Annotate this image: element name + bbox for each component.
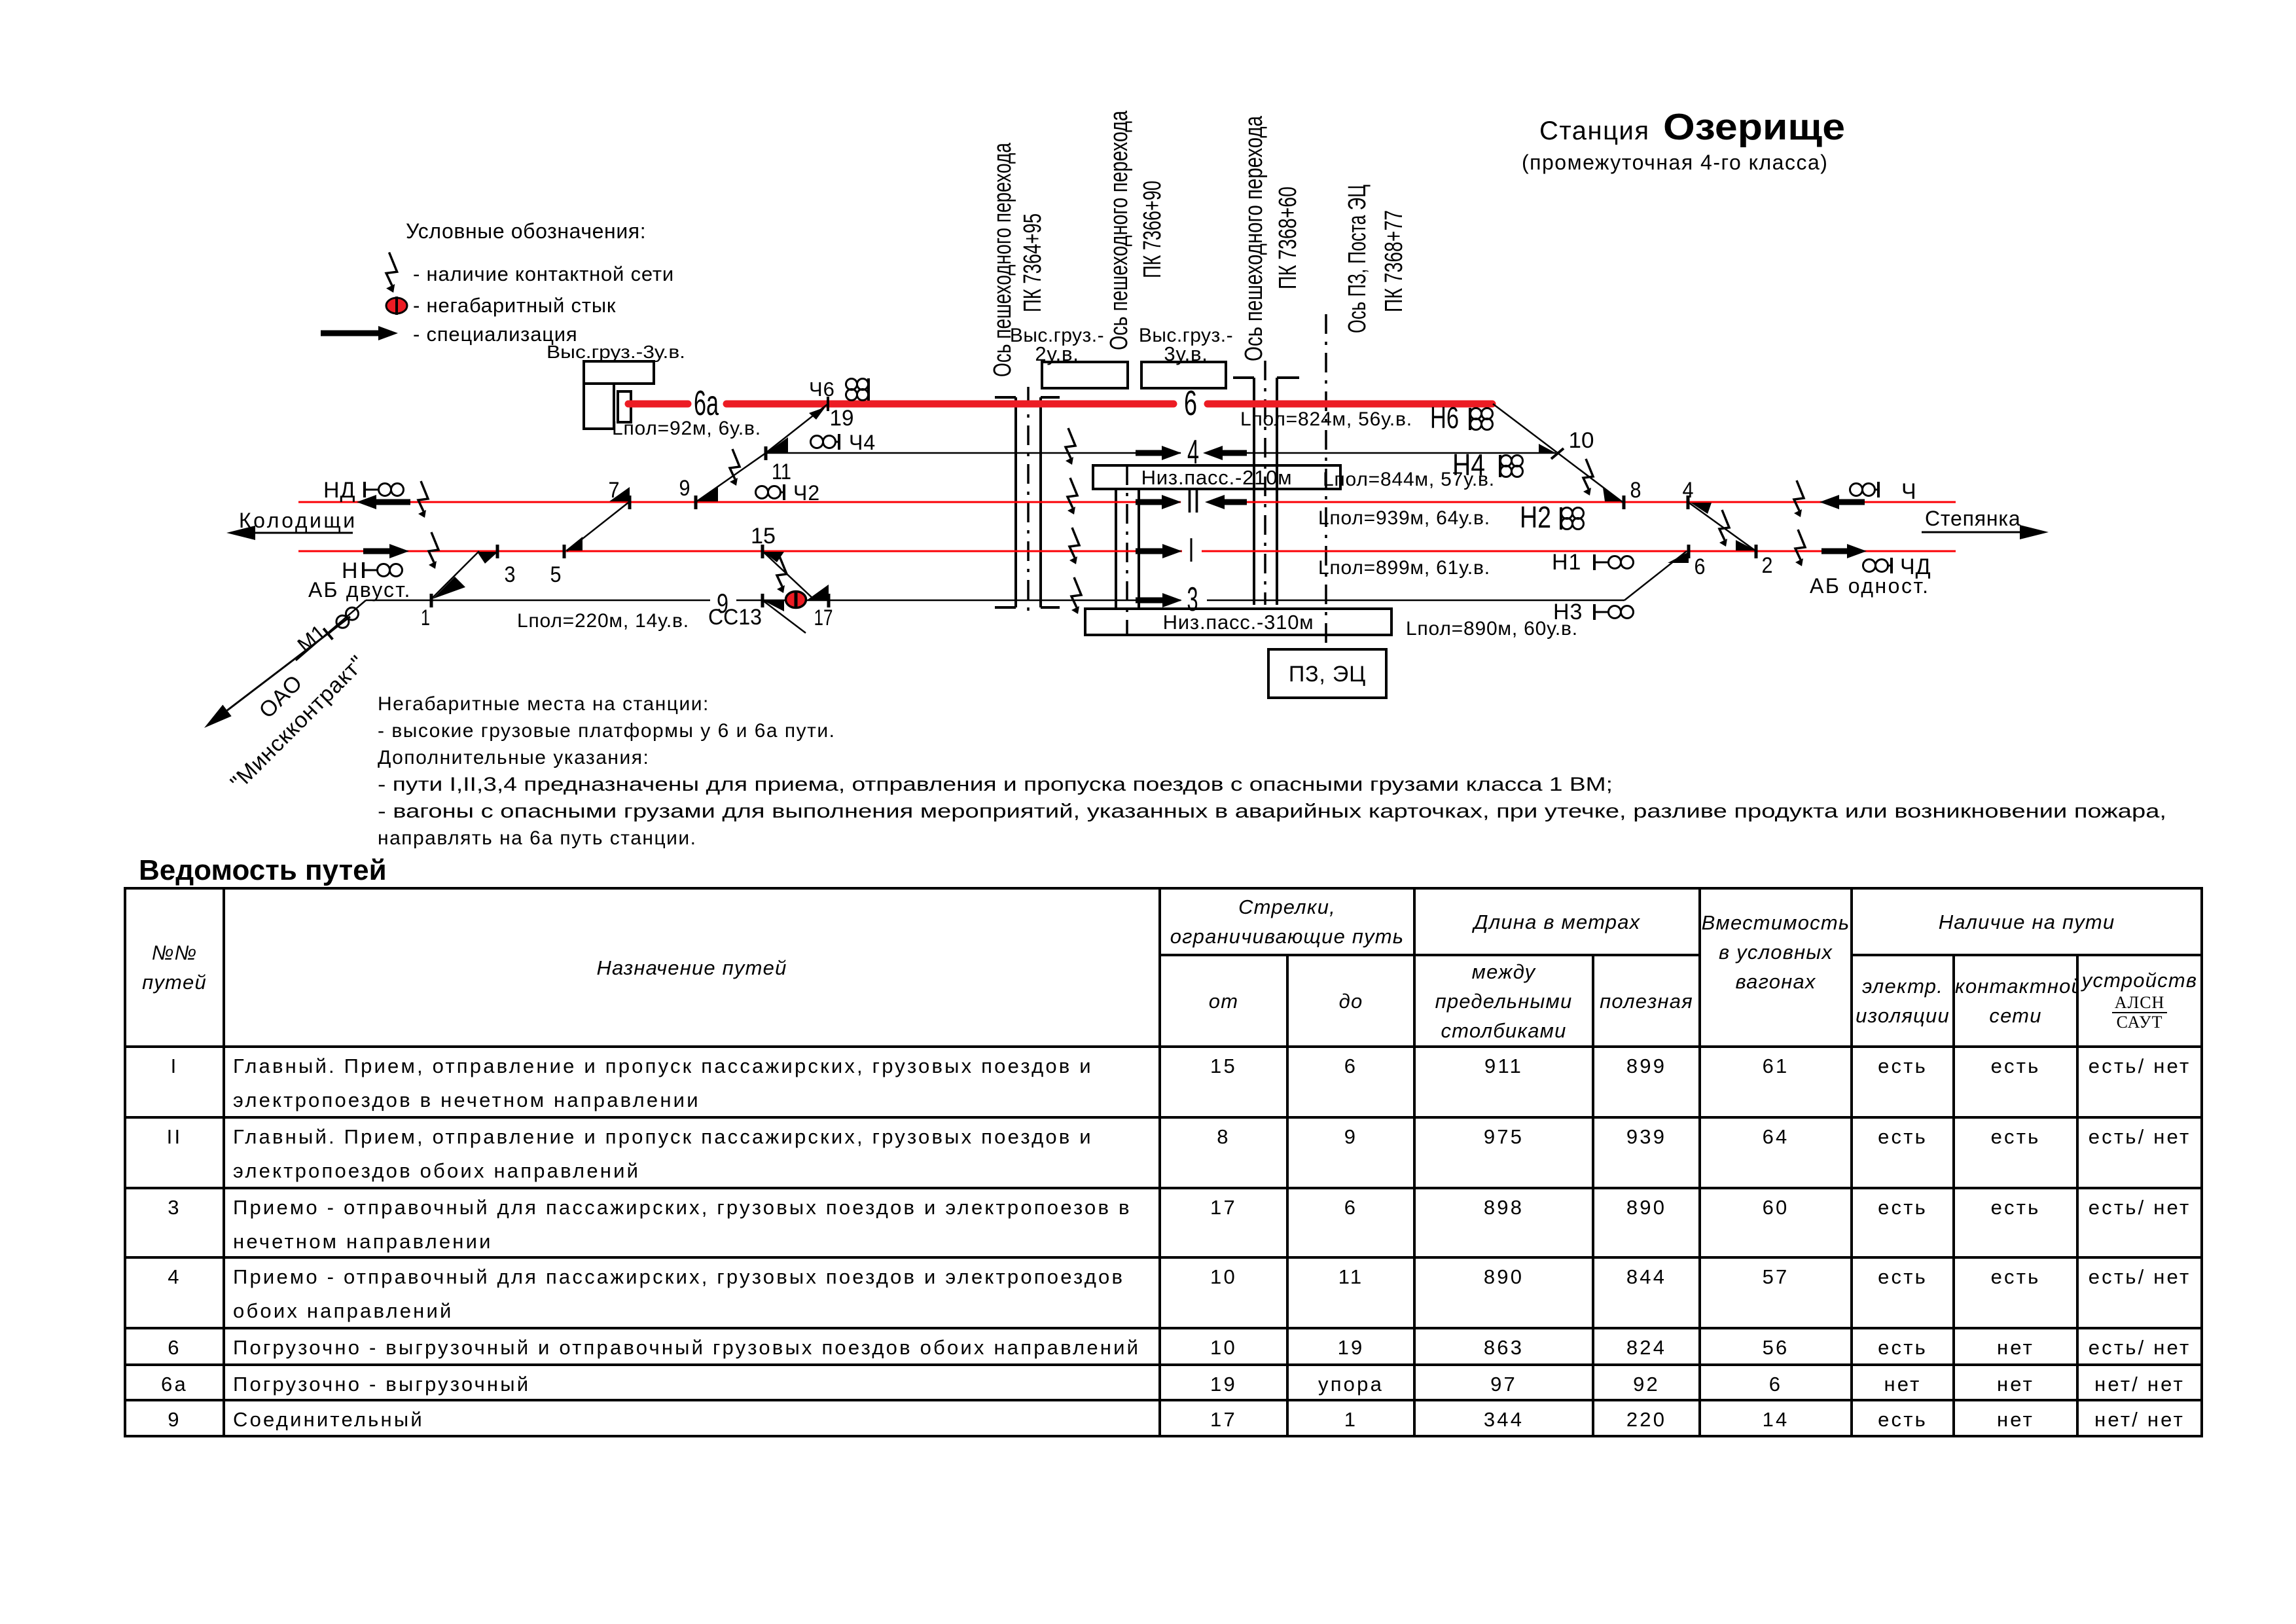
svg-text:Н4: Н4 (1452, 448, 1485, 482)
svg-text:9: 9 (679, 476, 691, 501)
svg-text:ПК 7368+60: ПК 7368+60 (1274, 187, 1302, 289)
svg-text:4: 4 (1187, 433, 1199, 471)
svg-text:"Минскконтракт": "Минскконтракт" (226, 651, 370, 795)
svg-text:НД: НД (323, 478, 356, 503)
svg-text:- высокие грузовые платформы у: - высокие грузовые платформы у 6 и 6а пу… (378, 720, 835, 742)
svg-text:Степянка: Степянка (1925, 507, 2020, 530)
svg-text:3: 3 (505, 562, 516, 587)
svg-text:Негабаритные места на станции:: Негабаритные места на станции: (378, 693, 709, 715)
svg-text:направлять на 6а путь станции.: направлять на 6а путь станции. (378, 827, 697, 849)
svg-text:Выс.груз.-: Выс.груз.- (1010, 325, 1104, 346)
svg-text:Условные обозначения:: Условные обозначения: (406, 219, 646, 243)
svg-text:(промежуточная 4-го класса): (промежуточная 4-го класса) (1522, 151, 1828, 174)
svg-text:II: II (1186, 482, 1200, 520)
svg-text:Ось пешеходного перехода: Ось пешеходного перехода (989, 142, 1016, 377)
svg-text:ПК 7366+90: ПК 7366+90 (1139, 181, 1166, 278)
svg-text:Ч2: Ч2 (793, 481, 820, 505)
svg-text:4: 4 (1683, 478, 1694, 503)
svg-text:3у.в.: 3у.в. (1164, 342, 1208, 365)
svg-text:Ось пешеходного перехода: Ось пешеходного перехода (1105, 110, 1133, 350)
svg-text:Колодищи: Колодищи (239, 509, 357, 532)
svg-text:Lпол=844м, 57у.в.: Lпол=844м, 57у.в. (1323, 469, 1495, 490)
svg-text:ПК 7364+95: ПК 7364+95 (1019, 213, 1047, 312)
svg-text:2: 2 (1762, 553, 1773, 578)
svg-text:Ведомость путей: Ведомость путей (139, 854, 387, 886)
svg-text:ЧД: ЧД (1900, 554, 1931, 579)
svg-text:Ч6: Ч6 (809, 378, 835, 401)
svg-text:1: 1 (421, 605, 430, 630)
svg-text:Н3: Н3 (1553, 600, 1583, 624)
svg-text:ПЗ, ЭЦ: ПЗ, ЭЦ (1289, 662, 1366, 687)
svg-text:Озерище: Озерище (1663, 106, 1845, 148)
svg-text:Низ.пасс.-310м: Низ.пасс.-310м (1163, 611, 1314, 634)
svg-text:Н: Н (342, 558, 358, 583)
svg-text:Lпол=939м, 64у.в.: Lпол=939м, 64у.в. (1318, 507, 1490, 529)
svg-text:Дополнительные указания:: Дополнительные указания: (378, 747, 649, 768)
svg-text:Н2: Н2 (1520, 500, 1551, 534)
svg-text:15: 15 (751, 524, 776, 549)
svg-text:Lпол=899м, 61у.в.: Lпол=899м, 61у.в. (1318, 557, 1490, 579)
svg-text:Н1: Н1 (1552, 550, 1581, 575)
svg-text:7: 7 (609, 478, 620, 503)
svg-text:6а: 6а (694, 384, 719, 423)
svg-text:Ч4: Ч4 (849, 431, 876, 454)
svg-text:Lпол=220м, 14у.в.: Lпол=220м, 14у.в. (517, 610, 689, 632)
svg-text:Ось пешеходного перехода: Ось пешеходного перехода (1240, 115, 1268, 361)
svg-text:2у.в.: 2у.в. (1035, 342, 1079, 365)
svg-text:5: 5 (550, 562, 562, 587)
svg-text:9: 9 (717, 588, 728, 619)
svg-text:- вагоны с опасными грузами дл: - вагоны с опасными грузами для выполнен… (378, 801, 2166, 822)
svg-text:- негабаритный стык: - негабаритный стык (413, 294, 616, 317)
svg-text:Выс.груз.-: Выс.груз.- (1139, 325, 1233, 346)
svg-text:СС13: СС13 (708, 605, 762, 630)
svg-text:Lпол=890м, 60у.в.: Lпол=890м, 60у.в. (1406, 618, 1578, 640)
svg-text:17: 17 (814, 605, 833, 630)
svg-text:10: 10 (1569, 428, 1594, 453)
svg-text:М1: М1 (293, 620, 330, 657)
svg-text:Lпол=824м, 56у.в.: Lпол=824м, 56у.в. (1240, 408, 1412, 430)
svg-text:АБ одност.: АБ одност. (1810, 574, 1929, 598)
svg-text:Ч: Ч (1901, 479, 1916, 504)
svg-text:19: 19 (830, 406, 854, 431)
svg-text:Низ.пасс.-210м: Низ.пасс.-210м (1141, 466, 1293, 489)
svg-text:I: I (1189, 532, 1194, 569)
svg-text:3: 3 (1187, 581, 1198, 619)
svg-text:11: 11 (772, 460, 791, 484)
svg-text:ПК 7368+77: ПК 7368+77 (1380, 210, 1408, 312)
svg-text:- наличие контактной сети: - наличие контактной сети (413, 262, 674, 285)
svg-text:6: 6 (1184, 384, 1197, 423)
svg-text:6: 6 (1695, 554, 1706, 579)
svg-text:Lпол=92м, 6у.в.: Lпол=92м, 6у.в. (612, 418, 761, 439)
svg-text:- пути I,II,3,4 предназначены: - пути I,II,3,4 предназначены для приема… (378, 774, 1613, 795)
svg-text:8: 8 (1630, 478, 1641, 503)
svg-text:Н6: Н6 (1430, 401, 1459, 435)
svg-text:Ось ПЗ, Поста ЭЦ: Ось ПЗ, Поста ЭЦ (1344, 185, 1371, 333)
svg-text:Выс.груз.-3у.в.: Выс.груз.-3у.в. (547, 342, 685, 362)
svg-text:Станция: Станция (1539, 117, 1650, 145)
svg-text:АБ двуст.: АБ двуст. (308, 578, 412, 602)
svg-text:- специализация: - специализация (413, 323, 578, 346)
